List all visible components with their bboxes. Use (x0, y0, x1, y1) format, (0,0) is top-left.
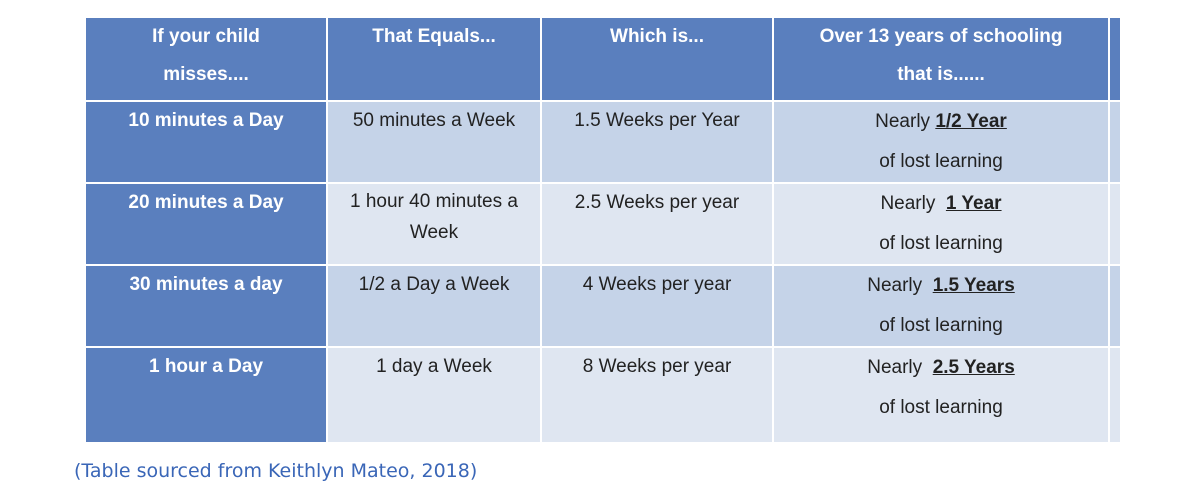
over-prefix: Nearly (880, 193, 946, 214)
header-over-13-years-line1: Over 13 years of schooling (819, 26, 1063, 47)
row-misses-cell: 20 minutes a Day (84, 182, 328, 266)
row-edge-cell (1108, 264, 1122, 348)
row-equals-cell: 1 hour 40 minutes a Week (326, 182, 542, 266)
row-equals-cell: 1/2 a Day a Week (326, 264, 542, 348)
row-equals-cell: 1 day a Week (326, 346, 542, 444)
header-child-misses: If your child misses.... (84, 16, 328, 102)
attendance-impact-table: If your child misses.... That Equals... … (84, 16, 1122, 444)
over-suffix: of lost learning (879, 315, 1003, 336)
over-prefix: Nearly (867, 357, 933, 378)
row-misses-cell: 10 minutes a Day (84, 100, 328, 184)
over-suffix: of lost learning (879, 151, 1003, 172)
row-over-line1: Nearly 1/2 Year (774, 102, 1108, 142)
row-over-13-years-cell: Nearly 1.5 Years of lost learning (772, 264, 1110, 348)
over-prefix: Nearly (867, 275, 933, 296)
over-suffix: of lost learning (879, 233, 1003, 254)
table-row: 10 minutes a Day 50 minutes a Week 1.5 W… (84, 100, 1122, 184)
header-over-13-years-line2: that is...... (897, 64, 985, 85)
row-over-line1: Nearly 1.5 Years (774, 266, 1108, 306)
row-equals-cell: 50 minutes a Week (326, 100, 542, 184)
row-which-is-cell: 2.5 Weeks per year (540, 182, 774, 266)
row-edge-cell (1108, 100, 1122, 184)
table-row: 30 minutes a day 1/2 a Day a Week 4 Week… (84, 264, 1122, 348)
equals-line2: Week (409, 222, 459, 243)
table-row: 1 hour a Day 1 day a Week 8 Weeks per ye… (84, 346, 1122, 444)
header-which-is: Which is... (540, 16, 774, 102)
row-edge-cell (1108, 182, 1122, 266)
row-misses-cell: 1 hour a Day (84, 346, 328, 444)
equals-line1: 1 hour 40 minutes a (350, 191, 518, 212)
header-child-misses-line2: misses.... (163, 64, 249, 85)
over-amount: 2.5 Years (932, 357, 1015, 378)
row-over-line1: Nearly 2.5 Years (774, 348, 1108, 388)
header-child-misses-line1: If your child (152, 26, 260, 47)
table-source-caption: (Table sourced from Keithlyn Mateo, 2018… (74, 460, 478, 482)
row-which-is-cell: 8 Weeks per year (540, 346, 774, 444)
header-that-equals: That Equals... (326, 16, 542, 102)
row-over-13-years-cell: Nearly 1/2 Year of lost learning (772, 100, 1110, 184)
over-suffix: of lost learning (879, 397, 1003, 418)
table-row: 20 minutes a Day 1 hour 40 minutes a Wee… (84, 182, 1122, 266)
header-edge-cell (1108, 16, 1122, 102)
header-that-equals-label: That Equals... (372, 26, 496, 47)
over-prefix: Nearly (875, 111, 936, 132)
over-amount: 1/2 Year (935, 111, 1007, 132)
over-amount: 1.5 Years (932, 275, 1015, 296)
over-amount: 1 Year (945, 193, 1002, 214)
row-over-13-years-cell: Nearly 1 Year of lost learning (772, 182, 1110, 266)
row-misses-cell: 30 minutes a day (84, 264, 328, 348)
row-over-line1: Nearly 1 Year (774, 184, 1108, 224)
row-over-13-years-cell: Nearly 2.5 Years of lost learning (772, 346, 1110, 444)
header-which-is-label: Which is... (610, 26, 704, 47)
row-which-is-cell: 4 Weeks per year (540, 264, 774, 348)
table-header-row: If your child misses.... That Equals... … (84, 16, 1122, 102)
row-which-is-cell: 1.5 Weeks per Year (540, 100, 774, 184)
attendance-table-wrapper: If your child misses.... That Equals... … (84, 16, 1122, 444)
row-edge-cell (1108, 346, 1122, 444)
header-over-13-years: Over 13 years of schooling that is...... (772, 16, 1110, 102)
